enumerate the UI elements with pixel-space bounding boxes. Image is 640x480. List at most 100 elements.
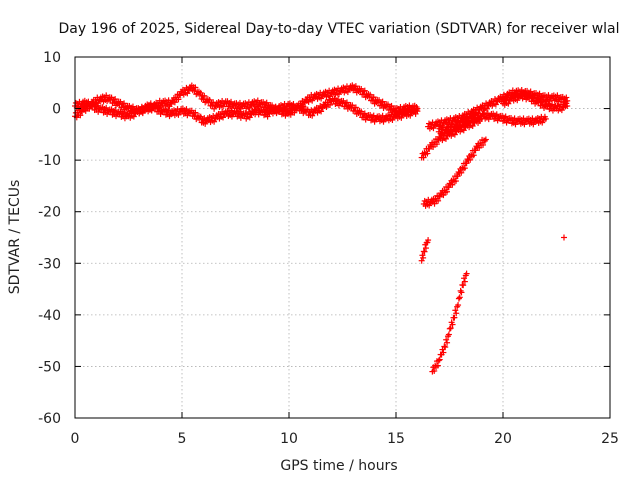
data-point: [318, 108, 325, 115]
data-point: [564, 102, 571, 109]
data-point: [451, 314, 458, 321]
data-point: [453, 310, 460, 317]
data-point: [424, 150, 431, 157]
plot-frame: [74, 56, 611, 419]
data-point: [531, 94, 538, 101]
x-tick-label: 5: [178, 431, 187, 447]
data-point: [505, 100, 512, 107]
data-point: [472, 147, 479, 154]
data-point: [442, 135, 449, 142]
data-point: [440, 349, 447, 356]
data-point: [477, 113, 484, 120]
data-point: [449, 181, 456, 188]
data-point: [460, 282, 467, 289]
data-point: [211, 118, 218, 125]
data-point: [444, 188, 451, 195]
data-point: [352, 104, 359, 111]
data-point: [455, 302, 462, 309]
data-point: [220, 114, 227, 121]
data-point: [246, 114, 253, 121]
data-point: [299, 103, 306, 110]
y-tick-label: -40: [38, 308, 61, 324]
data-point: [458, 289, 465, 296]
data-point: [273, 109, 280, 116]
data-point: [85, 98, 92, 105]
y-tick-label: -50: [38, 359, 61, 375]
data-point: [563, 94, 570, 101]
data-point: [460, 127, 467, 134]
data-point: [522, 90, 529, 97]
data-point: [343, 99, 350, 106]
x-tick-label: 0: [71, 431, 80, 447]
x-tick-label: 20: [494, 431, 512, 447]
data-point: [421, 248, 428, 255]
data-point: [467, 156, 474, 163]
data-point: [121, 100, 128, 107]
data-point: [449, 321, 456, 328]
data-point: [452, 178, 459, 185]
data-point: [483, 105, 490, 112]
y-tick-label: -60: [38, 411, 61, 427]
data-point: [361, 87, 368, 94]
data-point: [192, 84, 199, 91]
series-descent-1: [418, 113, 485, 161]
data-point: [455, 169, 462, 176]
data-point: [414, 108, 421, 115]
data-point: [452, 307, 459, 314]
data-point: [370, 94, 377, 101]
y-tick-label: 0: [52, 102, 61, 118]
x-tick-label: 25: [601, 431, 619, 447]
data-point: [458, 169, 465, 176]
data-points: [72, 82, 571, 375]
y-tick-label: -10: [38, 153, 61, 169]
data-point: [478, 115, 485, 122]
data-point: [175, 96, 182, 103]
data-point: [461, 278, 468, 285]
data-point: [433, 141, 440, 148]
data-point: [434, 362, 441, 369]
data-point: [413, 106, 420, 113]
axes: 0 5 10 15 20 25 10 0 -10 -20 -30 -40 -50 -60: [38, 50, 619, 447]
data-point: [492, 101, 499, 108]
data-point: [388, 102, 395, 109]
chart-title: Day 196 of 2025, Sidereal Day-to-day VTE…: [58, 21, 619, 37]
data-point: [422, 245, 429, 252]
data-point: [540, 98, 547, 105]
x-tick-label: 15: [387, 431, 405, 447]
data-point: [481, 137, 488, 144]
data-point: [130, 113, 137, 120]
x-tick-label: 10: [280, 431, 298, 447]
data-point: [264, 113, 271, 120]
data-point: [563, 100, 570, 107]
data-point: [77, 112, 84, 119]
data-point: [201, 92, 208, 99]
y-tick-label: -20: [38, 205, 61, 221]
data-point: [139, 109, 146, 116]
data-point: [542, 115, 549, 122]
y-tick-label: -30: [38, 256, 61, 272]
data-point: [435, 197, 442, 204]
data-point: [463, 160, 470, 167]
data-point: [442, 344, 449, 351]
y-axis-label: SDTVAR / TECUs: [7, 180, 23, 295]
data-point: [352, 83, 359, 90]
data-point: [451, 131, 458, 138]
data-point: [192, 109, 199, 116]
data-point: [445, 331, 452, 338]
data-point: [327, 101, 334, 108]
series-track-e: [500, 90, 571, 114]
data-point: [420, 154, 427, 161]
y-tick-label: 10: [43, 50, 61, 66]
data-point: [425, 237, 432, 244]
data-point: [309, 112, 316, 119]
data-point: [184, 90, 191, 97]
data-point: [480, 141, 487, 148]
data-point: [420, 254, 427, 261]
data-point: [444, 339, 451, 346]
data-point: [443, 336, 450, 343]
data-point: [446, 325, 453, 332]
data-point: [461, 165, 468, 172]
series-rise-1: [420, 136, 489, 209]
data-point: [560, 234, 567, 241]
